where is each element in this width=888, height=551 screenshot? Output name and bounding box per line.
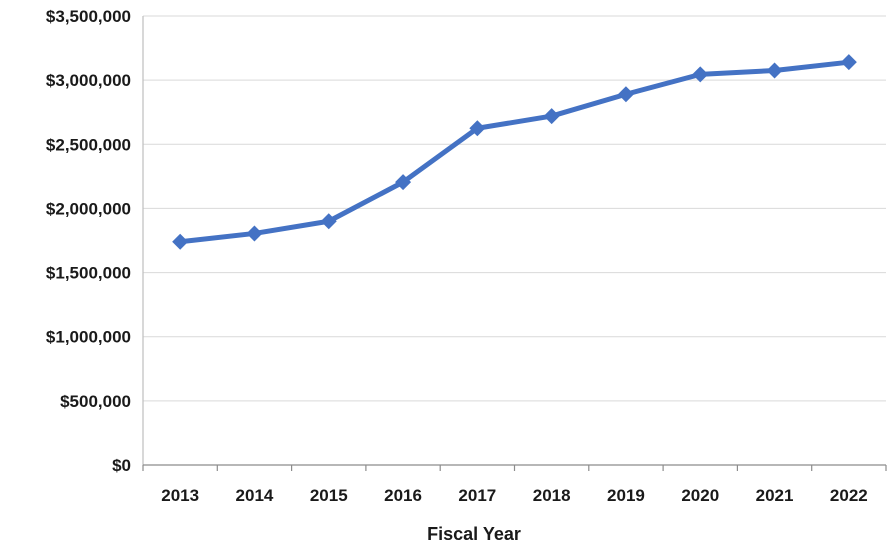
data-point-marker: [469, 120, 486, 137]
y-tick-label: $500,000: [60, 392, 131, 411]
y-tick-label: $1,000,000: [46, 328, 131, 347]
x-tick-labels: 2013 2014 2015 2016 2017 2018 2019 2020 2021 2022: [161, 486, 868, 505]
series-group: [177, 59, 852, 245]
x-tick-label: 2014: [236, 486, 274, 505]
x-axis-title: Fiscal Year: [427, 524, 521, 544]
data-point-marker: [692, 66, 709, 83]
x-tick-label: 2016: [384, 486, 422, 505]
x-tick-label: 2021: [756, 486, 794, 505]
series-line: [177, 59, 852, 245]
data-point-marker: [320, 213, 337, 230]
data-point-marker: [246, 225, 263, 242]
data-point-marker: [172, 233, 189, 250]
x-tick-label: 2013: [161, 486, 199, 505]
y-tick-label: $2,000,000: [46, 199, 131, 218]
axes: [142, 16, 887, 471]
data-point-marker: [766, 62, 783, 79]
x-tick-label: 2022: [830, 486, 868, 505]
y-tick-label: $3,000,000: [46, 71, 131, 90]
data-point-marker: [617, 86, 634, 103]
y-tick-label: $1,500,000: [46, 264, 131, 283]
data-point-marker: [395, 174, 412, 191]
x-tick-label: 2018: [533, 486, 571, 505]
data-point-marker: [840, 54, 857, 71]
y-tick-labels: $0 $500,000 $1,000,000 $1,500,000 $2,000,000…: [46, 7, 131, 475]
markers-group: [172, 54, 857, 250]
data-point-marker: [543, 108, 560, 125]
x-tick-label: 2020: [681, 486, 719, 505]
x-tick-label: 2015: [310, 486, 348, 505]
y-tick-label: $2,500,000: [46, 135, 131, 154]
y-tick-label: $3,500,000: [46, 7, 131, 26]
x-tick-label: 2019: [607, 486, 645, 505]
y-tick-label: $0: [112, 456, 131, 475]
gridlines: [143, 15, 886, 402]
x-tick-label: 2017: [458, 486, 496, 505]
